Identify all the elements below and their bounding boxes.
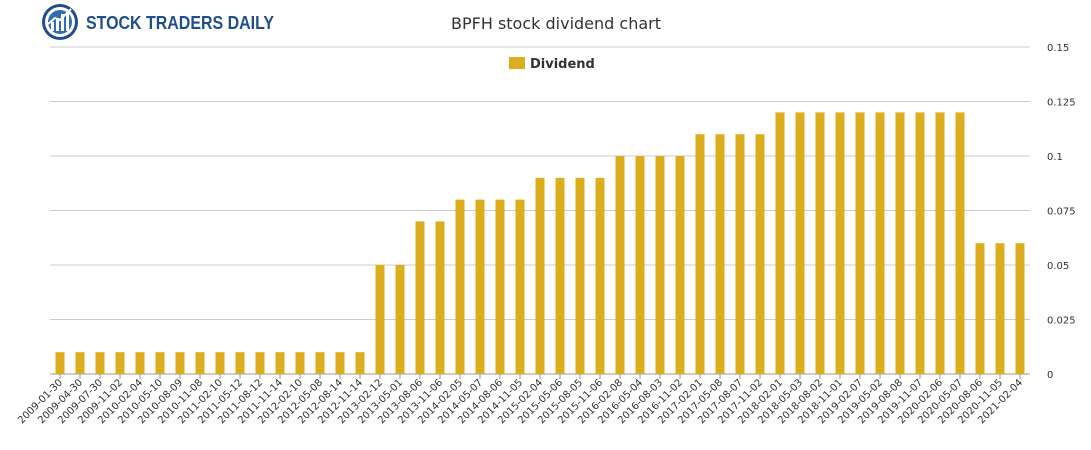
bar[interactable]	[135, 352, 145, 374]
y-tick-label: 0.15	[1047, 43, 1069, 54]
y-tick-label: 0.05	[1047, 261, 1069, 272]
chart-title: BPFH stock dividend chart	[451, 14, 661, 33]
bar[interactable]	[695, 134, 705, 374]
bar[interactable]	[215, 352, 225, 374]
bar[interactable]	[455, 199, 465, 374]
bar[interactable]	[475, 199, 485, 374]
bar[interactable]	[635, 156, 645, 374]
bar[interactable]	[915, 112, 925, 375]
bar[interactable]	[715, 134, 725, 374]
bar[interactable]	[175, 352, 185, 374]
bar[interactable]	[555, 177, 565, 374]
bar[interactable]	[235, 352, 245, 374]
bar[interactable]	[615, 156, 625, 374]
bar[interactable]	[935, 112, 945, 375]
y-tick-label: 0	[1047, 370, 1053, 381]
bars	[55, 112, 1025, 375]
bar[interactable]	[315, 352, 325, 374]
bar[interactable]	[275, 352, 285, 374]
logo-text: STOCK TRADERS DAILY	[86, 13, 274, 33]
bar[interactable]	[895, 112, 905, 375]
bar[interactable]	[655, 156, 665, 374]
bar[interactable]	[975, 243, 985, 374]
bar[interactable]	[815, 112, 825, 375]
bar[interactable]	[75, 352, 85, 374]
bar[interactable]	[95, 352, 105, 374]
bar[interactable]	[675, 156, 685, 374]
bar[interactable]	[55, 352, 65, 374]
bar[interactable]	[255, 352, 265, 374]
bar[interactable]	[395, 265, 405, 374]
bar[interactable]	[995, 243, 1005, 374]
y-tick-label: 0.075	[1047, 207, 1076, 218]
bar[interactable]	[735, 134, 745, 374]
x-axis: 2009-01-302009-04-302009-07-302009-11-02…	[16, 374, 1025, 426]
bar[interactable]	[1015, 243, 1025, 374]
bar[interactable]	[955, 112, 965, 375]
bar[interactable]	[495, 199, 505, 374]
y-tick-label: 0.025	[1047, 316, 1076, 327]
bar[interactable]	[415, 221, 425, 374]
y-tick-label: 0.125	[1047, 98, 1076, 109]
bar[interactable]	[155, 352, 165, 374]
legend[interactable]: Dividend	[509, 57, 595, 72]
bar[interactable]	[795, 112, 805, 375]
bar[interactable]	[375, 265, 385, 374]
y-axis: 0 0.025 0.05 0.075 0.1 0.125 0.15	[1047, 43, 1076, 381]
bar[interactable]	[575, 177, 585, 374]
bar[interactable]	[355, 352, 365, 374]
bar[interactable]	[855, 112, 865, 375]
bar[interactable]	[875, 112, 885, 375]
bar[interactable]	[835, 112, 845, 375]
bar[interactable]	[435, 221, 445, 374]
bar[interactable]	[755, 134, 765, 374]
legend-label: Dividend	[530, 57, 595, 72]
logo-globe-icon	[42, 4, 78, 40]
bar[interactable]	[775, 112, 785, 375]
bar[interactable]	[515, 199, 525, 374]
bar[interactable]	[535, 177, 545, 374]
bar[interactable]	[595, 177, 605, 374]
bar[interactable]	[335, 352, 345, 374]
bar[interactable]	[195, 352, 205, 374]
bar[interactable]	[115, 352, 125, 374]
bar[interactable]	[295, 352, 305, 374]
legend-swatch	[509, 57, 525, 69]
y-tick-label: 0.1	[1047, 152, 1063, 163]
stock-traders-daily-logo: STOCK TRADERS DAILY	[42, 4, 274, 40]
